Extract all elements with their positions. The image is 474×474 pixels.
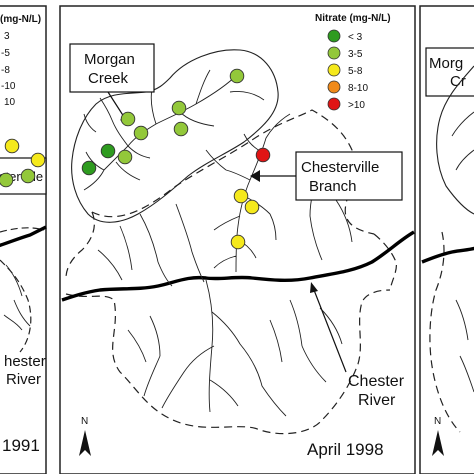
chester-river xyxy=(61,230,415,302)
left-panel: (mg-N/L) 3 -5 -8 -10 10 sterville hester… xyxy=(0,5,47,474)
left-river-label-line2: River xyxy=(6,371,41,388)
right-panel: Morg Cr N xyxy=(419,5,474,474)
right-north-label: N xyxy=(434,416,441,427)
chesterville-divide xyxy=(91,109,375,235)
left-sample-site-4 xyxy=(0,172,14,188)
morgan-creek-label-line1: Morgan xyxy=(84,51,135,68)
center-sample-site-5 xyxy=(173,121,189,137)
left-legend-title: (mg-N/L) xyxy=(0,14,41,25)
center-north-label: N xyxy=(81,416,88,427)
chesterville-label-line1: Chesterville xyxy=(301,159,379,176)
center-sample-site-4 xyxy=(133,125,149,141)
left-chester-river xyxy=(0,225,47,248)
legend-label-3: 5-8 xyxy=(348,66,363,77)
center-sample-site-6 xyxy=(117,149,133,165)
legend-label-4: 8-10 xyxy=(348,83,368,94)
left-sample-site-3 xyxy=(20,168,36,184)
right-watershed-boundary xyxy=(436,65,474,215)
legend-label-1: < 3 xyxy=(348,32,363,43)
morgan-creek-watershed-boundary xyxy=(71,49,279,223)
right-streams xyxy=(451,111,474,393)
center-north-arrow-icon xyxy=(79,430,91,456)
left-legend-label-4: -10 xyxy=(1,81,16,92)
chester-river-label-line1: Chester xyxy=(348,373,405,390)
right-north-arrow-icon xyxy=(432,430,444,456)
left-sample-sites xyxy=(0,138,46,188)
morgan-creek-callout-box xyxy=(69,43,155,93)
left-legend-label-1: 3 xyxy=(4,31,10,42)
chesterville-label-line2: Branch xyxy=(309,178,357,195)
center-sample-site-8 xyxy=(81,160,97,176)
chesterville-arrowhead xyxy=(250,170,260,182)
chester-river-leader xyxy=(313,289,347,373)
left-sample-site-2 xyxy=(30,152,46,168)
left-legend-label-3: -8 xyxy=(1,65,10,76)
right-callout-line1: Morg xyxy=(429,55,463,72)
legend-label-5: >10 xyxy=(348,100,365,111)
legend-swatch-4 xyxy=(327,80,341,94)
center-sample-sites xyxy=(81,68,271,250)
left-panel-date: 1991 xyxy=(2,436,40,455)
chester-river-arrowhead xyxy=(310,282,318,293)
right-watershed-dashed xyxy=(429,231,461,433)
right-callout-line2: Cr xyxy=(450,73,466,90)
morgan-creek-label-line2: Creek xyxy=(88,70,129,87)
center-sample-site-2 xyxy=(171,100,187,116)
center-panel: Morgan Creek Chesterville Branch Chester… xyxy=(59,5,416,474)
right-chester-river xyxy=(421,246,474,264)
left-legend-label-2: -5 xyxy=(1,48,10,59)
left-legend-label-5: 10 xyxy=(4,97,16,108)
legend-swatch-2 xyxy=(327,46,341,60)
center-sample-site-11 xyxy=(244,199,260,215)
center-sample-site-10 xyxy=(233,188,249,204)
legend-swatch-1 xyxy=(327,29,341,43)
center-sample-site-12 xyxy=(230,234,246,250)
center-sample-site-3 xyxy=(120,111,136,127)
center-legend: Nitrate (mg-N/L) < 3 3-5 5-8 8-10 >10 xyxy=(315,13,391,111)
outer-watershed-boundary xyxy=(65,211,397,435)
center-legend-title: Nitrate (mg-N/L) xyxy=(315,13,391,24)
center-sample-site-9 xyxy=(255,147,271,163)
legend-label-2: 3-5 xyxy=(348,49,363,60)
legend-swatch-3 xyxy=(327,63,341,77)
chester-river-label-line2: River xyxy=(358,392,396,409)
center-sample-site-1 xyxy=(229,68,245,84)
morgan-creek-streams xyxy=(83,69,265,191)
left-river-label-line1: hester xyxy=(4,353,46,370)
left-sample-site-1 xyxy=(4,138,20,154)
southern-streams xyxy=(127,279,343,417)
left-streams xyxy=(3,264,31,331)
legend-swatch-5 xyxy=(327,97,341,111)
left-panel-frame xyxy=(0,5,47,474)
center-sample-site-7 xyxy=(100,143,116,159)
center-panel-date: April 1998 xyxy=(307,440,384,459)
chesterville-callout-box xyxy=(295,151,403,201)
left-legend: (mg-N/L) 3 -5 -8 -10 10 xyxy=(0,14,41,108)
right-callout-box xyxy=(425,47,474,97)
